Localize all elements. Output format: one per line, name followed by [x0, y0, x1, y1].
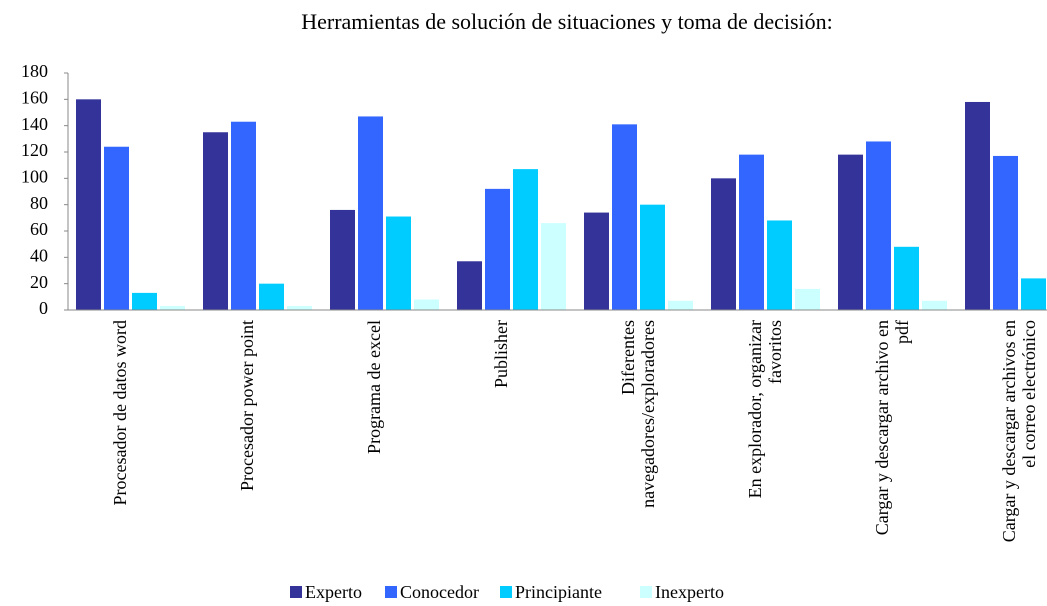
bar	[330, 209, 355, 310]
y-tick-label: 140	[21, 114, 48, 134]
legend-swatch	[500, 586, 512, 598]
bar	[414, 299, 439, 310]
legend-swatch	[290, 586, 302, 598]
y-tick-label: 100	[21, 166, 48, 186]
legend-swatch	[385, 586, 397, 598]
bar	[457, 261, 482, 310]
bar	[160, 306, 185, 310]
bar	[965, 101, 990, 310]
bar	[1021, 278, 1046, 310]
bar	[104, 146, 129, 310]
legend-label: Conocedor	[400, 582, 479, 602]
bar	[132, 292, 157, 310]
x-tick-label: Diferentes navegadores/exploradores	[617, 320, 658, 508]
bar	[866, 141, 891, 310]
bar	[711, 178, 736, 310]
bar	[259, 283, 284, 310]
y-tick-label: 60	[30, 219, 48, 239]
x-tick-label: Procesador power point	[236, 320, 257, 491]
bar	[584, 212, 609, 310]
bar	[668, 300, 693, 310]
bar	[767, 220, 792, 310]
bar	[612, 124, 637, 310]
legend-label: Principiante	[515, 582, 602, 602]
x-tick-label: Programa de excel	[363, 320, 384, 454]
bar	[993, 155, 1018, 310]
x-tick-label: Cargar y descargar archivos en el correo…	[998, 320, 1039, 543]
y-tick-label: 20	[30, 272, 48, 292]
chart-title: Herramientas de solución de situaciones …	[301, 9, 833, 34]
x-tick-label: Publisher	[490, 320, 511, 389]
bar	[231, 121, 256, 310]
bar	[922, 300, 947, 310]
bar	[203, 132, 228, 310]
y-tick-label: 160	[21, 87, 48, 107]
bar	[287, 306, 312, 310]
y-tick-label: 0	[39, 298, 48, 318]
y-tick-label: 180	[21, 61, 48, 81]
bar	[76, 99, 101, 310]
bar	[485, 188, 510, 310]
bar	[838, 154, 863, 310]
bar	[795, 288, 820, 310]
bar	[386, 216, 411, 310]
bar	[739, 154, 764, 310]
x-tick-label: Cargar y descargar archivo en pdf	[871, 320, 912, 536]
bar	[513, 169, 538, 310]
bar	[640, 204, 665, 310]
y-tick-label: 80	[30, 193, 48, 213]
y-tick-label: 120	[21, 140, 48, 160]
bar	[894, 246, 919, 310]
x-tick-label: En explorador, organizar favoritos	[744, 320, 785, 499]
x-tick-label: Procesador de datos word	[109, 320, 130, 506]
legend-swatch	[640, 586, 652, 598]
bar	[358, 116, 383, 310]
y-tick-label: 40	[30, 245, 48, 265]
legend-label: Inexperto	[655, 582, 724, 602]
bar	[541, 223, 566, 310]
legend-label: Experto	[305, 582, 362, 602]
